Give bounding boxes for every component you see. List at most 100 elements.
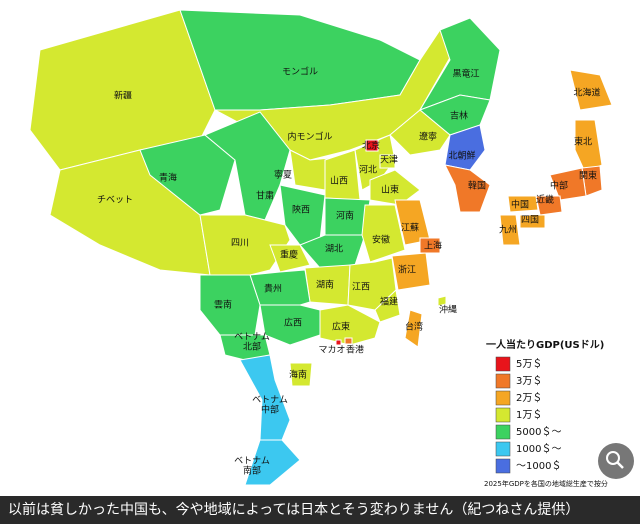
zoom-circle[interactable] — [598, 443, 634, 479]
region-label: 香港 — [346, 344, 364, 356]
region — [389, 109, 451, 156]
region-label: 東北 — [574, 136, 592, 148]
region-label: 湖北 — [325, 244, 343, 255]
legend-swatch — [495, 424, 511, 440]
legend-label: 1万＄ — [516, 409, 542, 421]
legend-label: 1000＄～ — [516, 443, 561, 455]
region-label: 近畿 — [536, 194, 554, 206]
region-label: 福建 — [380, 296, 398, 308]
region — [354, 134, 396, 191]
region-label: 韓国 — [468, 181, 486, 192]
region-label: 青海 — [159, 172, 177, 184]
region-label: 広西 — [284, 317, 302, 329]
region — [549, 167, 587, 201]
region — [444, 164, 491, 213]
region-label: チベット — [97, 195, 133, 206]
region-label: 新疆 — [114, 90, 132, 102]
region-label: 黒竜江 — [452, 68, 479, 80]
region-label: 北朝鮮 — [448, 150, 475, 162]
region-label: 中部 — [550, 180, 568, 192]
region-label: ベトナム — [252, 395, 288, 406]
legend-swatch — [495, 441, 511, 457]
region — [319, 304, 381, 346]
region-label: 関東 — [579, 170, 597, 182]
region — [499, 214, 521, 246]
map: 一人当たりGDP(USドル) 2025年GDPを各国の地域総生産で按分 新疆チベ… — [30, 10, 634, 488]
region — [379, 154, 396, 169]
legend-swatch — [495, 356, 511, 372]
caption: 以前は貧しかった中国も、今や地域によっては日本とそう変わりません（紀つねさん提供… — [0, 496, 640, 524]
region-label: 重慶 — [280, 249, 298, 261]
region-label: 沖縄 — [439, 304, 457, 316]
zoom-icon[interactable] — [616, 461, 624, 469]
legend-note: 2025年GDPを各国の地域総生産で按分 — [484, 479, 608, 488]
region-label: 甘粛 — [256, 190, 274, 202]
region-label: モンゴル — [282, 66, 318, 78]
region-label: ベトナム — [234, 332, 270, 343]
region — [404, 309, 423, 348]
region-label: 北海道 — [573, 87, 600, 99]
region-label: 海南 — [289, 369, 307, 381]
region-label: 北京 — [362, 140, 380, 152]
region-label: 天津 — [380, 155, 398, 166]
region-label: 寧夏 — [274, 169, 292, 181]
region-label: マカオ — [318, 345, 345, 356]
legend-label: ～1000＄ — [516, 460, 561, 472]
zoom-button[interactable] — [598, 443, 634, 479]
region — [365, 139, 379, 152]
region — [419, 237, 441, 254]
region — [369, 169, 421, 206]
region-label: 山東 — [381, 184, 399, 196]
region-label: 江西 — [352, 282, 370, 293]
region — [269, 244, 311, 273]
region-label: 南部 — [243, 465, 261, 477]
region — [289, 362, 313, 387]
region — [335, 339, 342, 346]
region-label: 安徽 — [372, 234, 390, 246]
legend-swatch — [495, 458, 511, 474]
region-label: 江蘇 — [401, 222, 419, 234]
region-label: ベトナム — [234, 456, 270, 467]
region-label: 河北 — [359, 164, 377, 176]
region — [299, 234, 366, 269]
region — [535, 195, 563, 216]
legend-label: 5万＄ — [516, 358, 542, 370]
region-label: 雲南 — [214, 299, 232, 311]
legend-title: 一人当たりGDP(USドル) — [486, 338, 604, 351]
region-label: 中国 — [511, 199, 529, 211]
region-label: 陝西 — [292, 205, 310, 216]
region — [344, 337, 353, 345]
legend-swatch — [495, 390, 511, 406]
region-label: 河南 — [336, 210, 354, 222]
region — [204, 111, 291, 221]
region-label: 四川 — [231, 239, 249, 249]
region-label: 吉林 — [450, 110, 468, 122]
region-label: 台湾 — [405, 321, 423, 333]
region — [569, 69, 613, 111]
region-label: 上海 — [424, 240, 442, 252]
legend-label: 5000＄～ — [516, 426, 561, 438]
region — [239, 354, 291, 441]
region-label: 北部 — [243, 341, 261, 353]
region-label: 貴州 — [264, 283, 282, 295]
region — [374, 288, 401, 323]
region — [519, 214, 546, 229]
region-label: 広東 — [332, 321, 350, 333]
region — [507, 195, 539, 213]
region — [244, 439, 301, 486]
region-label: 四国 — [521, 215, 539, 226]
region-label: 山西 — [330, 176, 348, 187]
region-label: 浙江 — [398, 264, 416, 276]
legend-swatch — [495, 407, 511, 423]
legend-swatch — [495, 373, 511, 389]
region-label: 内モンゴル — [287, 131, 332, 143]
legend-label: 3万＄ — [516, 375, 542, 387]
region-label: 中部 — [261, 404, 279, 416]
zoom-icon[interactable] — [606, 451, 620, 465]
region-label: 湖南 — [316, 279, 334, 291]
legend-label: 2万＄ — [516, 392, 542, 404]
region — [437, 295, 447, 307]
region — [361, 204, 406, 263]
region — [444, 124, 486, 171]
